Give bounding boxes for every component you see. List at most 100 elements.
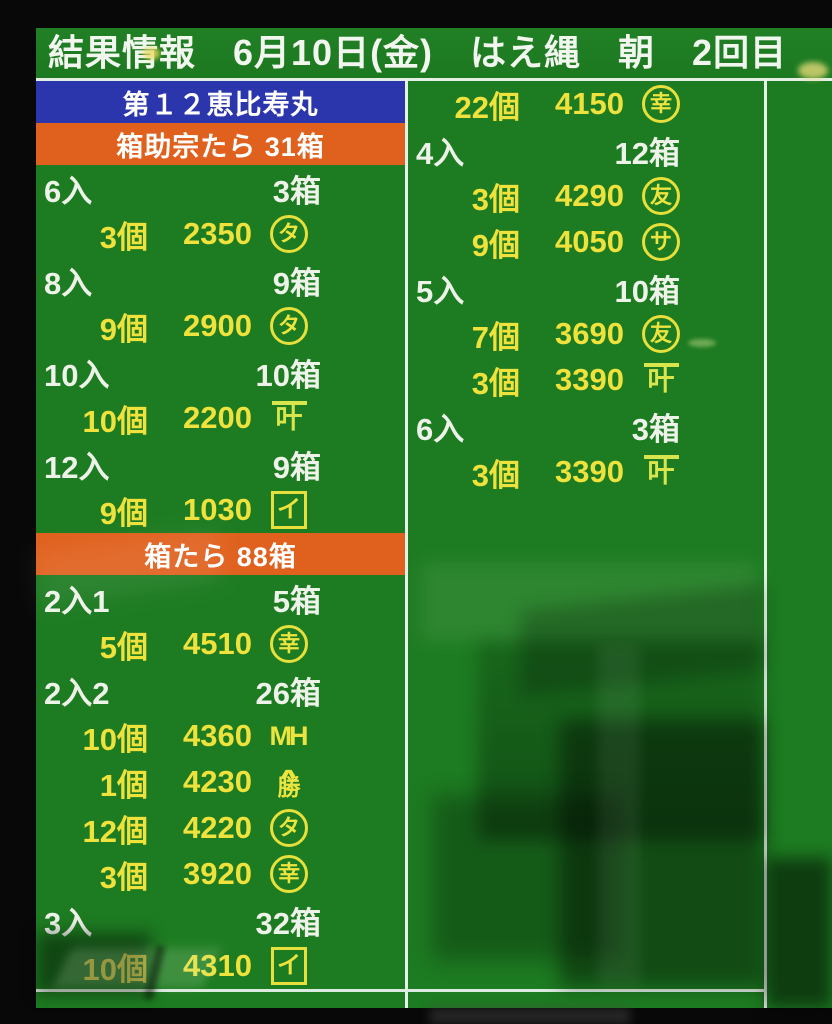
- pack-size-row: 6入 3箱: [408, 403, 764, 449]
- price-value: 4150: [555, 86, 624, 121]
- sale-result-row: 9個 4050 サ: [408, 219, 764, 265]
- board-title: 結果情報 6月10日(金) はえ縄 朝 2回目: [48, 32, 788, 73]
- sale-result-row: 3個 2350 タ: [36, 211, 405, 257]
- buyer-mark-circle: 幸: [642, 85, 680, 123]
- pack-size-label: 6入: [416, 411, 465, 447]
- sale-result-row: 5個 4510 幸: [36, 621, 405, 667]
- pack-size-row: 10入 10箱: [36, 349, 405, 395]
- price-value: 2200: [183, 400, 252, 435]
- pack-size-row: 2入2 26箱: [36, 667, 405, 713]
- price-value: 2900: [183, 308, 252, 343]
- pack-size-label: 3入: [44, 905, 93, 941]
- sale-result-row: 10個 2200 叶: [36, 395, 405, 441]
- piece-count: 3個: [99, 219, 148, 255]
- price-value: 3390: [555, 362, 624, 397]
- piece-count: 3個: [99, 859, 148, 895]
- box-count: 9箱: [272, 449, 321, 485]
- price-value: 2350: [183, 216, 252, 251]
- price-value: 3690: [555, 316, 624, 351]
- piece-count: 10個: [82, 951, 148, 987]
- sale-result-row: 3個 3390 叶: [408, 357, 764, 403]
- board-header: 結果情報 6月10日(金) はえ縄 朝 2回目: [36, 28, 832, 78]
- price-value: 3390: [555, 454, 624, 489]
- buyer-mark-circle: タ: [270, 215, 308, 253]
- piece-count: 3個: [471, 365, 520, 401]
- buyer-mark-circle: サ: [642, 223, 680, 261]
- buyer-mark-overline: 叶: [271, 401, 307, 435]
- pack-size-label: 2入1: [44, 583, 110, 619]
- piece-count: 5個: [99, 629, 148, 665]
- sale-result-row: 10個 4360 MH: [36, 713, 405, 759]
- box-count: 3箱: [272, 173, 321, 209]
- buyer-mark-circle: 友: [642, 315, 680, 353]
- piece-count: 7個: [471, 319, 520, 355]
- sale-result-row: 12個 4220 タ: [36, 805, 405, 851]
- buyer-mark-box: イ: [271, 491, 307, 529]
- sale-result-row: 9個 2900 タ: [36, 303, 405, 349]
- pack-size-row: 5入 10箱: [408, 265, 764, 311]
- buyer-mark-hat: ∧ 勝: [276, 764, 302, 800]
- hat-roof-glyph: ∧: [276, 764, 302, 781]
- piece-count: 10個: [82, 721, 148, 757]
- pack-size-row: 2入1 5箱: [36, 575, 405, 621]
- box-count: 26箱: [255, 675, 321, 711]
- species-section-bar: 箱助宗たら 31箱: [36, 123, 405, 165]
- price-value: 4290: [555, 178, 624, 213]
- sale-result-row: 3個 3390 叶: [408, 449, 764, 495]
- buyer-mark-circle: タ: [270, 809, 308, 847]
- buyer-mark-circle: 幸: [270, 625, 308, 663]
- sale-result-row: 3個 4290 友: [408, 173, 764, 219]
- box-count: 10箱: [255, 357, 321, 393]
- middle-result-panel: 22個 4150 幸 4入 12箱 3個 4290 友 9個 4050 サ 5入 10箱 7個 3690 友 3…: [408, 81, 764, 989]
- buyer-mark-circle: 友: [642, 177, 680, 215]
- screen-background: [36, 28, 832, 1008]
- sale-result-row: 1個 4230 ∧ 勝: [36, 759, 405, 805]
- piece-count: 9個: [99, 495, 148, 531]
- panel-divider-2: [764, 78, 767, 1008]
- pack-size-row: 6入 3箱: [36, 165, 405, 211]
- price-value: 4310: [183, 948, 252, 983]
- buyer-mark-box: イ: [271, 947, 307, 985]
- price-value: 4220: [183, 810, 252, 845]
- left-result-panel: 第１２恵比寿丸 箱助宗たら 31箱 6入 3箱 3個 2350 タ 8入 9箱 9個 2900 タ 10…: [36, 81, 405, 989]
- box-count: 9箱: [272, 265, 321, 301]
- box-count: 10箱: [614, 273, 680, 309]
- buyer-mark-circle: タ: [270, 307, 308, 345]
- piece-count: 10個: [82, 403, 148, 439]
- box-count: 3箱: [631, 411, 680, 447]
- price-value: 4510: [183, 626, 252, 661]
- pack-size-label: 2入2: [44, 675, 110, 711]
- panel-bottom-border: [36, 989, 767, 992]
- box-count: 12箱: [614, 135, 680, 171]
- pack-size-label: 6入: [44, 173, 93, 209]
- piece-count: 1個: [99, 767, 148, 803]
- price-value: 1030: [183, 492, 252, 527]
- vessel-name-bar: 第１２恵比寿丸: [36, 81, 405, 123]
- piece-count: 22個: [454, 89, 520, 125]
- pack-size-row: 4入 12箱: [408, 127, 764, 173]
- price-value: 4050: [555, 224, 624, 259]
- buyer-mark-plain: MH: [269, 720, 309, 751]
- sale-result-row: 3個 3920 幸: [36, 851, 405, 897]
- hat-mark-character: 勝: [277, 773, 301, 800]
- pack-size-label: 5入: [416, 273, 465, 309]
- pack-size-row: 8入 9箱: [36, 257, 405, 303]
- pack-size-row: 12入 9箱: [36, 441, 405, 487]
- pack-size-row: 3入 32箱: [36, 897, 405, 943]
- price-value: 3920: [183, 856, 252, 891]
- sale-result-row: 22個 4150 幸: [408, 81, 764, 127]
- buyer-mark-overline: 叶: [643, 455, 679, 489]
- species-section-bar: 箱たら 88箱: [36, 533, 405, 575]
- sale-result-row: 10個 4310 イ: [36, 943, 405, 989]
- bezel-shadow-blob: [430, 1008, 630, 1024]
- piece-count: 3個: [471, 457, 520, 493]
- piece-count: 3個: [471, 181, 520, 217]
- buyer-mark-circle: 幸: [270, 855, 308, 893]
- panel-divider-1: [405, 78, 408, 1008]
- right-edge-panel: [767, 81, 832, 989]
- pack-size-label: 12入: [44, 449, 110, 485]
- box-count: 5箱: [272, 583, 321, 619]
- piece-count: 9個: [99, 311, 148, 347]
- sale-result-row: 7個 3690 友: [408, 311, 764, 357]
